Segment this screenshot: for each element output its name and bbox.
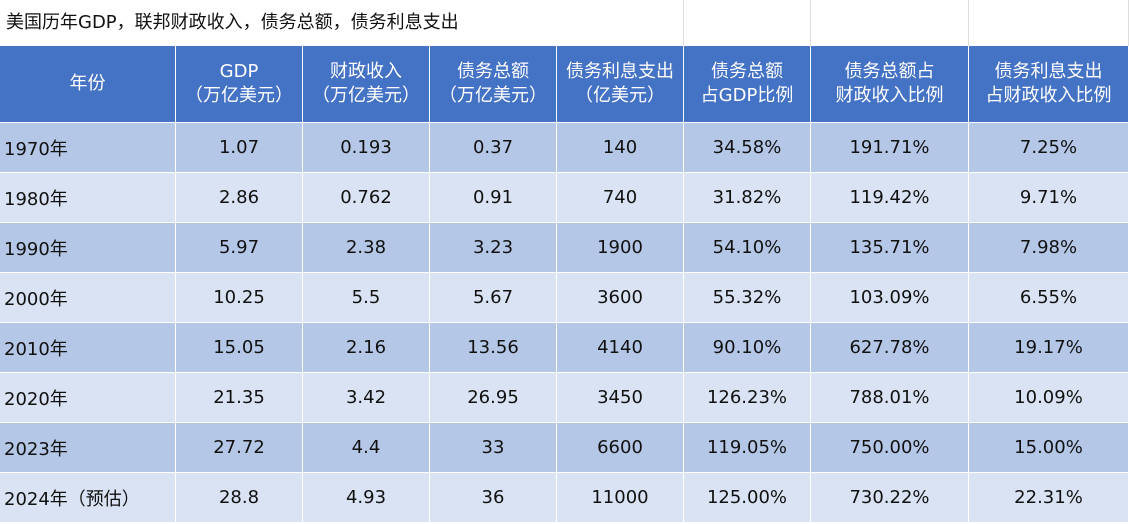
table-cell: 1990年 — [0, 223, 176, 273]
header-text: （万亿美元） — [185, 85, 293, 106]
table-cell: 191.71% — [811, 123, 969, 173]
table-cell: 140 — [557, 123, 684, 173]
table-cell: 103.09% — [811, 273, 969, 323]
header-text: 占财政收入比例 — [985, 85, 1112, 106]
table-cell: 21.35 — [176, 373, 303, 423]
table-cell: 90.10% — [684, 323, 811, 373]
table-cell: 7.98% — [969, 223, 1129, 273]
header-text: （万亿美元） — [312, 85, 420, 106]
title-cell — [969, 0, 1129, 46]
table-cell: 4.4 — [303, 423, 430, 473]
table-cell: 126.23% — [684, 373, 811, 423]
header-cell: 债务总额占财政收入比例 — [811, 46, 969, 123]
table-cell: 4140 — [557, 323, 684, 373]
table-cell: 5.97 — [176, 223, 303, 273]
table-cell: 33 — [430, 423, 557, 473]
table-cell: 5.5 — [303, 273, 430, 323]
table-cell: 2.16 — [303, 323, 430, 373]
header-cell: GDP （万亿美元） — [176, 46, 303, 123]
table-cell: 2020年 — [0, 373, 176, 423]
table-cell: 740 — [557, 173, 684, 223]
table-cell: 10.09% — [969, 373, 1129, 423]
table-cell: 13.56 — [430, 323, 557, 373]
table-cell: 3.23 — [430, 223, 557, 273]
header-text: 年份 — [69, 73, 106, 94]
header-cell: 年份 — [0, 46, 176, 123]
table-cell: 0.762 — [303, 173, 430, 223]
table-cell: 4.93 — [303, 473, 430, 523]
title-cell — [557, 0, 684, 46]
title-cell — [684, 0, 811, 46]
header-text: 债务利息支出 — [994, 61, 1103, 82]
table-cell: 2010年 — [0, 323, 176, 373]
table-cell: 15.05 — [176, 323, 303, 373]
table-cell: 0.91 — [430, 173, 557, 223]
header-text: （万亿美元） — [439, 85, 547, 106]
table-cell: 9.71% — [969, 173, 1129, 223]
header-text: 债务总额 — [711, 61, 783, 82]
header-text: 占GDP比例 — [700, 85, 794, 106]
header-text: 财政收入 — [330, 61, 402, 82]
title-cell — [811, 0, 969, 46]
table-cell: 34.58% — [684, 123, 811, 173]
table-cell: 5.67 — [430, 273, 557, 323]
header-cell: 债务利息支出 占财政收入比例 — [969, 46, 1129, 123]
header-cell: 财政收入 （万亿美元） — [303, 46, 430, 123]
header-cell: 债务总额 （万亿美元） — [430, 46, 557, 123]
header-cell: 债务总额占GDP比例 — [684, 46, 811, 123]
table-cell: 750.00% — [811, 423, 969, 473]
table-cell: 6600 — [557, 423, 684, 473]
table-cell: 2.86 — [176, 173, 303, 223]
table-cell: 31.82% — [684, 173, 811, 223]
header-cell: 债务利息支出 （亿美元） — [557, 46, 684, 123]
table-cell: 3.42 — [303, 373, 430, 423]
table-cell: 27.72 — [176, 423, 303, 473]
table-cell: 10.25 — [176, 273, 303, 323]
table-cell: 2023年 — [0, 423, 176, 473]
table-cell: 0.37 — [430, 123, 557, 173]
table-cell: 788.01% — [811, 373, 969, 423]
header-text: 债务总额占 — [844, 61, 935, 82]
table-cell: 3450 — [557, 373, 684, 423]
table-cell: 15.00% — [969, 423, 1129, 473]
table-cell: 3600 — [557, 273, 684, 323]
table-title: 美国历年GDP，联邦财政收入，债务总额，债务利息支出 — [6, 12, 459, 33]
header-text: （亿美元） — [575, 85, 665, 106]
table-cell: 54.10% — [684, 223, 811, 273]
header-text: 财政收入比例 — [835, 85, 944, 106]
table-cell: 125.00% — [684, 473, 811, 523]
table-cell: 19.17% — [969, 323, 1129, 373]
table-cell: 28.8 — [176, 473, 303, 523]
table-cell: 22.31% — [969, 473, 1129, 523]
header-text: 债务总额 — [457, 61, 529, 82]
table-cell: 119.42% — [811, 173, 969, 223]
table-cell: 11000 — [557, 473, 684, 523]
table-cell: 730.22% — [811, 473, 969, 523]
table-cell: 1.07 — [176, 123, 303, 173]
table-cell: 6.55% — [969, 273, 1129, 323]
header-text: 债务利息支出 — [566, 61, 674, 82]
header-text: GDP — [219, 61, 259, 82]
table-cell: 7.25% — [969, 123, 1129, 173]
table-cell: 119.05% — [684, 423, 811, 473]
table-cell: 1970年 — [0, 123, 176, 173]
table-cell: 2000年 — [0, 273, 176, 323]
table-cell: 55.32% — [684, 273, 811, 323]
table-cell: 0.193 — [303, 123, 430, 173]
table-cell: 2.38 — [303, 223, 430, 273]
table-cell: 1900 — [557, 223, 684, 273]
table-cell: 135.71% — [811, 223, 969, 273]
table-cell: 26.95 — [430, 373, 557, 423]
table-cell: 627.78% — [811, 323, 969, 373]
table-cell: 36 — [430, 473, 557, 523]
table-cell: 2024年（预估） — [0, 473, 176, 523]
table-cell: 1980年 — [0, 173, 176, 223]
